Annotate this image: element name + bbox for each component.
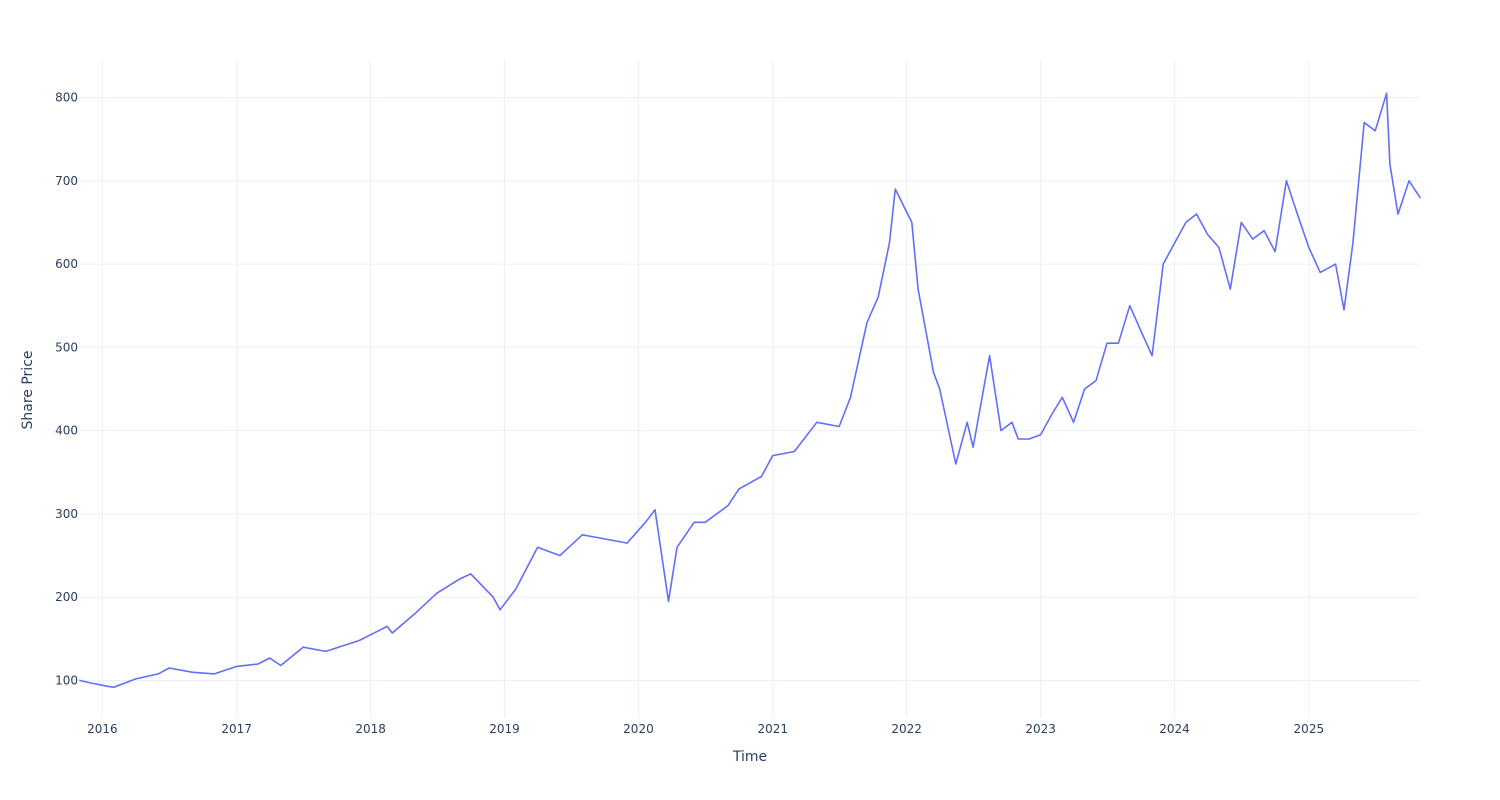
x-tick-label: 2021 (757, 722, 788, 736)
x-tick-label: 2023 (1025, 722, 1056, 736)
y-gridlines (80, 96, 1420, 682)
series-layer (79, 92, 1421, 688)
y-tick-label: 700 (55, 174, 78, 188)
y-axis-title: Share Price (20, 350, 36, 429)
x-gridlines (101, 60, 1310, 718)
x-tick-label: 2017 (221, 722, 252, 736)
x-tick-label: 2016 (87, 722, 118, 736)
y-tick-label: 300 (55, 507, 78, 521)
y-tick-label: 500 (55, 340, 78, 354)
x-tick-label: 2019 (489, 722, 520, 736)
x-tick-label: 2025 (1294, 722, 1325, 736)
y-tick-labels: 100 200 300 400 500 600 700 800 (55, 90, 78, 687)
y-tick-label: 800 (55, 90, 78, 104)
y-tick-label: 400 (55, 424, 78, 438)
x-tick-label: 2018 (355, 722, 386, 736)
x-tick-labels: 2016 2017 2018 2019 2020 2021 2022 2023 2024 2025 (87, 722, 1324, 736)
x-tick-label: 2022 (891, 722, 922, 736)
y-tick-label: 100 (55, 674, 78, 688)
x-tick-label: 2024 (1159, 722, 1190, 736)
share-price-line (79, 92, 1421, 688)
x-tick-label: 2020 (623, 722, 654, 736)
y-tick-label: 200 (55, 590, 78, 604)
x-axis-title: Time (732, 749, 767, 765)
y-tick-label: 600 (55, 257, 78, 271)
